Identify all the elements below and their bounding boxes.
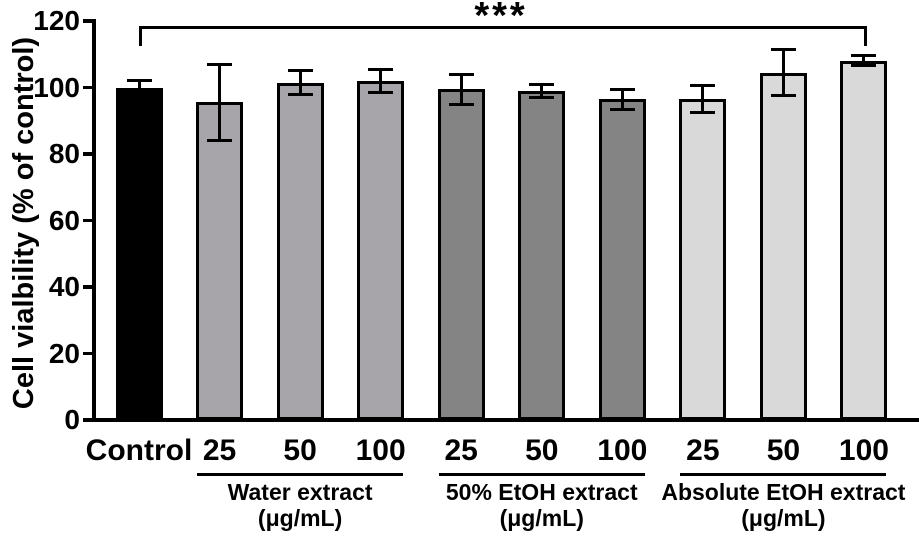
error-bar-cap-top-absolute-etoh-extract-50 [770,47,796,51]
y-tick-label: 0 [64,404,80,435]
x-tick-label-absolute-etoh-extract-25: 25 [686,434,720,467]
error-bar-line-absolute-etoh-extract-25 [701,85,705,113]
error-bar-cap-top-absolute-etoh-extract-100 [851,54,877,58]
y-tick-label: 120 [33,5,80,36]
error-bar-cap-bottom-absolute-etoh-extract-100 [851,64,877,68]
error-bar-line-absolute-etoh-extract-100 [862,55,866,66]
group-underline-water-extract [197,473,404,477]
group-label-etoh50-extract: 50% EtOH extract [445,479,638,505]
y-tick [83,285,92,289]
y-tick [83,218,92,223]
significance-bracket-right-tick [863,26,867,46]
bar-etoh50-extract-25 [437,89,485,420]
group-underline-absolute-etoh-extract [680,473,887,477]
error-bar-cap-bottom-water-extract-50 [287,92,313,96]
y-tick-label: 40 [48,271,80,302]
significance-asterisks: *** [474,0,528,37]
error-bar-cap-bottom-water-extract-100 [368,90,394,94]
error-bar-cap-top-water-extract-25 [207,62,233,66]
bar-water-extract-50 [276,82,324,420]
y-axis-line [92,19,96,422]
error-bar-line-absolute-etoh-extract-50 [781,49,785,96]
significance-bracket-horizontal [139,26,867,29]
group-unit-etoh50-extract: (μg/mL) [499,505,584,531]
bar-absolute-etoh-extract-25 [679,99,727,420]
group-label-absolute-etoh-extract: Absolute EtOH extract [661,479,906,505]
error-bar-line-control [137,80,141,95]
bar-control [115,87,163,420]
error-bar-line-water-extract-25 [218,64,222,141]
x-tick-label-water-extract-100: 100 [355,434,406,467]
error-bar-cap-bottom-etoh50-extract-100 [609,107,635,111]
y-tick-label: 20 [48,337,80,369]
error-bar-cap-bottom-etoh50-extract-50 [529,95,555,99]
y-tick-label: 60 [48,204,80,236]
y-tick-label: 80 [48,138,80,169]
bar-etoh50-extract-50 [518,90,566,420]
error-bar-cap-bottom-control [126,92,152,96]
x-tick-label-etoh50-extract-50: 50 [525,434,559,467]
bar-absolute-etoh-extract-100 [840,60,888,420]
y-tick [83,418,92,422]
group-unit-water-extract: (μg/mL) [257,505,343,531]
x-axis-line [92,418,919,422]
error-bar-cap-top-etoh50-extract-25 [448,72,474,76]
x-tick-label-absolute-etoh-extract-100: 100 [838,434,889,467]
y-tick [83,85,92,90]
y-tick [83,19,92,23]
y-tick [83,152,92,156]
error-bar-cap-top-water-extract-50 [287,69,313,73]
y-tick-label: 100 [33,71,80,103]
bar-water-extract-25 [196,102,244,420]
error-bar-cap-top-control [126,79,152,83]
x-tick-label-control: Control [85,434,193,467]
x-tick-label-absolute-etoh-extract-50: 50 [766,434,801,467]
bar-water-extract-100 [357,80,405,420]
error-bar-cap-bottom-water-extract-25 [207,139,233,143]
error-bar-cap-top-absolute-etoh-extract-25 [690,84,716,88]
bar-etoh50-extract-100 [598,99,646,420]
x-tick-label-etoh50-extract-25: 25 [444,434,478,467]
error-bar-cap-bottom-absolute-etoh-extract-25 [690,110,716,114]
error-bar-cap-top-water-extract-100 [368,67,394,71]
x-tick-label-etoh50-extract-100: 100 [597,434,648,467]
error-bar-line-water-extract-100 [379,69,383,93]
bar-absolute-etoh-extract-50 [759,72,807,420]
significance-bracket-left-tick [139,26,142,46]
group-underline-etoh50-extract [438,473,645,477]
error-bar-line-etoh50-extract-50 [540,84,544,98]
error-bar-line-etoh50-extract-100 [620,89,624,110]
error-bar-cap-bottom-absolute-etoh-extract-50 [770,94,796,98]
group-label-water-extract: Water extract [227,479,373,505]
error-bar-line-water-extract-50 [298,70,302,95]
y-tick [83,351,92,356]
x-tick-label-water-extract-50: 50 [283,434,317,467]
error-bar-cap-top-etoh50-extract-50 [529,82,555,86]
group-unit-absolute-etoh-extract: (μg/mL) [741,505,826,531]
error-bar-line-etoh50-extract-25 [459,74,463,105]
error-bar-cap-bottom-etoh50-extract-25 [448,102,474,106]
x-tick-label-water-extract-25: 25 [202,434,237,467]
error-bar-cap-top-etoh50-extract-100 [609,87,635,91]
